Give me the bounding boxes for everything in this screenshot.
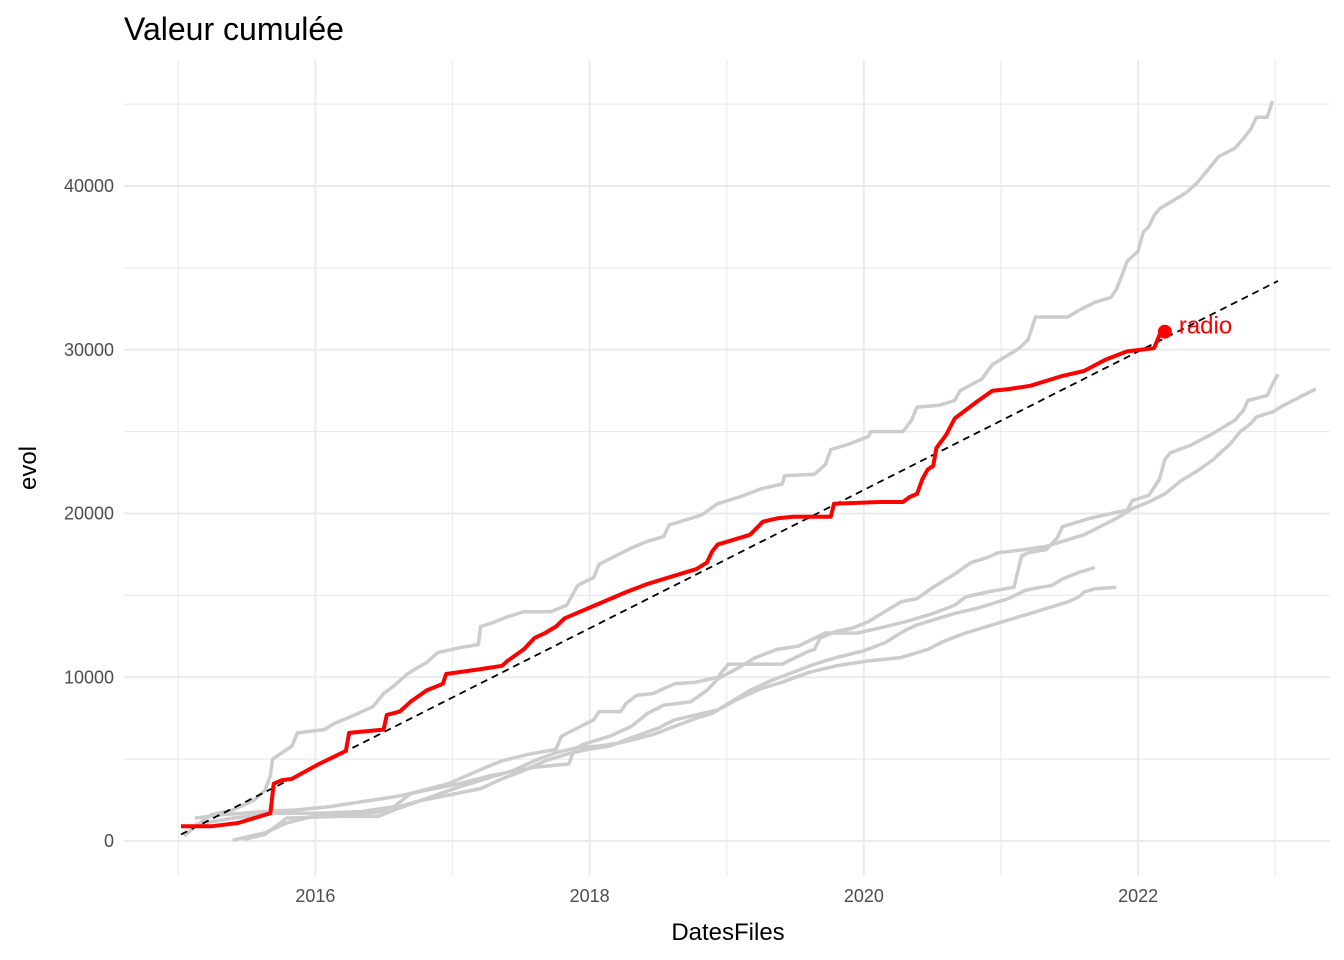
x-tick-label: 2018 (570, 886, 610, 906)
radio-end-label: radio (1179, 313, 1232, 340)
radio-series-line (181, 329, 1166, 829)
gray-series-line (194, 387, 1317, 827)
radio-end-point (1157, 324, 1172, 339)
y-tick-label: 0 (104, 831, 114, 851)
x-tick-label: 2022 (1118, 886, 1158, 906)
grid (124, 60, 1330, 876)
gray-series-line (243, 565, 1096, 842)
series-layer: radio (180, 100, 1317, 842)
y-tick-label: 40000 (64, 176, 114, 196)
y-tick-label: 10000 (64, 667, 114, 687)
chart-title: Valeur cumulée (124, 11, 344, 47)
gray-series-line (194, 373, 1280, 820)
trend-line (180, 280, 1279, 836)
tick-labels: 0 10000 20000 30000 40000 2016 2018 2020 2022 (64, 176, 1158, 906)
y-tick-label: 20000 (64, 504, 114, 524)
x-tick-label: 2016 (295, 886, 335, 906)
x-axis-title: DatesFiles (671, 919, 784, 946)
gray-series-line (232, 585, 1117, 842)
y-axis-title: evol (15, 446, 42, 490)
x-tick-label: 2020 (844, 886, 884, 906)
gray-series-line (183, 100, 1275, 838)
y-tick-label: 30000 (64, 340, 114, 360)
